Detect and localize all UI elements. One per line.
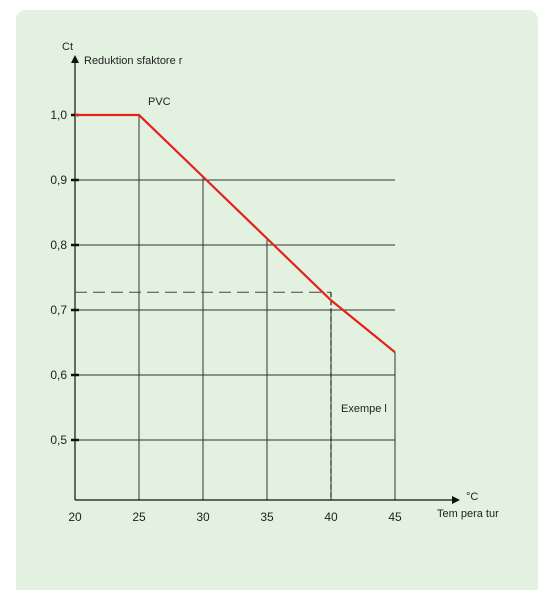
- axes: [71, 55, 460, 504]
- y-tick-label-3: 0,7: [50, 303, 67, 317]
- y-tick-label-5: 0,5: [50, 433, 67, 447]
- chart-panel: [16, 10, 538, 590]
- series-label-pvc: PVC: [148, 96, 171, 108]
- y-axis-label: Reduktion sfaktore r: [84, 55, 183, 67]
- y-tick-label-2: 0,8: [50, 238, 67, 252]
- series-layer: [75, 113, 396, 354]
- x-tick-label-4: 40: [324, 510, 338, 524]
- labels-layer: 1,0 0,9 0,8 0,7 0,6 0,5 20 25 30 35 40 45 Ct Reduktio…: [50, 41, 499, 524]
- y-axis-arrow: [71, 55, 79, 63]
- example-guides: [75, 291, 332, 500]
- y-tick-label-0: 1,0: [50, 108, 67, 122]
- series-line-pvc: [75, 113, 396, 354]
- x-tick-label-0: 20: [68, 510, 82, 524]
- y-tick-label-4: 0,6: [50, 368, 67, 382]
- x-tick-label-2: 30: [196, 510, 210, 524]
- x-tick-label-1: 25: [132, 510, 146, 524]
- x-tick-label-5: 45: [388, 510, 402, 524]
- y-tick-label-1: 0,9: [50, 173, 67, 187]
- grid-lines: [75, 115, 396, 500]
- y-unit-label: Ct: [62, 41, 73, 53]
- x-unit-label: °C: [466, 491, 478, 503]
- x-tick-label-3: 35: [260, 510, 274, 524]
- example-label: Exempe l: [341, 403, 387, 415]
- x-axis-arrow: [452, 496, 460, 504]
- x-axis-label: Tem pera tur: [437, 508, 499, 520]
